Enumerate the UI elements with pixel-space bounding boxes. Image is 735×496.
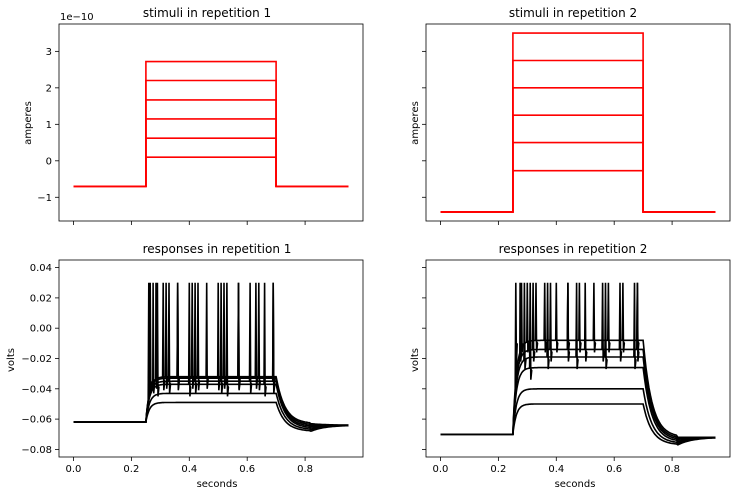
axes-frame [58, 23, 364, 222]
x-tick-label: 0.8 [297, 464, 313, 475]
series-line-4 [440, 282, 716, 442]
y-tick-label: 2 [46, 83, 52, 94]
x-tick-label: 0.2 [490, 464, 506, 475]
series-line-5 [73, 282, 349, 426]
plot-area [440, 32, 716, 213]
series-line-5 [73, 79, 349, 188]
x-tick-label: 0.4 [548, 464, 564, 475]
series-line-4 [73, 282, 349, 428]
y-tick-label: 0.04 [30, 263, 52, 274]
y-tick-label: 1 [46, 120, 52, 131]
axes-frame [425, 23, 731, 222]
series-line-2 [440, 141, 716, 213]
plot-area [73, 60, 349, 188]
plot-area [73, 282, 349, 433]
y-tick-label: 0.00 [30, 324, 52, 335]
x-tick-label: 0.6 [606, 464, 622, 475]
series-line-6 [73, 282, 349, 426]
series-line-1 [73, 401, 349, 433]
series-line-1 [440, 169, 716, 213]
x-axis-label: seconds [197, 479, 238, 490]
y-axis-label: volts [6, 348, 17, 372]
plot-area [440, 282, 716, 446]
x-tick-label: 0.2 [123, 464, 139, 475]
y-tick-label: −0.06 [21, 415, 52, 426]
y-axis-label: volts [410, 348, 421, 372]
panel-responses-rep2: responses in repetition 2 volts seconds … [410, 242, 731, 490]
series-line-5 [440, 282, 716, 440]
panel-stimuli-rep1: stimuli in repetition 1 1e−10 amperes −1… [23, 6, 364, 225]
series-line-4 [73, 99, 349, 188]
panel-title: responses in repetition 2 [499, 242, 648, 256]
x-axis-label: seconds [555, 479, 596, 490]
series-line-2 [440, 388, 716, 445]
y-axis-label: amperes [23, 101, 34, 145]
series-line-6 [440, 32, 716, 213]
series-line-2 [73, 137, 349, 188]
series-line-6 [73, 60, 349, 188]
x-tick-label: 0.8 [664, 464, 680, 475]
y-tick-label: 0.02 [30, 293, 52, 304]
y-offset-label: 1e−10 [60, 12, 94, 23]
y-tick-label: −0.04 [21, 384, 52, 395]
series-line-3 [73, 282, 349, 430]
x-tick-label: 0.0 [433, 464, 449, 475]
y-tick-label: 3 [46, 47, 52, 58]
series-line-6 [440, 282, 716, 439]
panel-title: stimuli in repetition 2 [509, 6, 637, 20]
y-tick-label: −0.08 [21, 445, 52, 456]
series-line-4 [440, 87, 716, 213]
series-line-2 [73, 392, 349, 431]
series-line-3 [440, 114, 716, 213]
panel-stimuli-rep2: stimuli in repetition 2 amperes [410, 6, 731, 225]
y-axis-label: amperes [410, 101, 421, 145]
x-tick-label: 0.6 [239, 464, 255, 475]
series-line-3 [73, 118, 349, 188]
panel-title: responses in repetition 1 [143, 242, 292, 256]
series-line-1 [73, 156, 349, 188]
x-tick-label: 0.0 [66, 464, 82, 475]
y-tick-label: −0.02 [21, 354, 52, 365]
series-line-5 [440, 59, 716, 213]
panel-title: stimuli in repetition 1 [143, 6, 271, 20]
y-tick-label: 0 [46, 156, 52, 167]
series-line-3 [440, 282, 716, 443]
y-tick-label: −1 [37, 193, 52, 204]
panel-responses-rep1: responses in repetition 1 volts seconds … [6, 242, 364, 490]
series-line-1 [440, 403, 716, 446]
x-tick-label: 0.4 [181, 464, 197, 475]
